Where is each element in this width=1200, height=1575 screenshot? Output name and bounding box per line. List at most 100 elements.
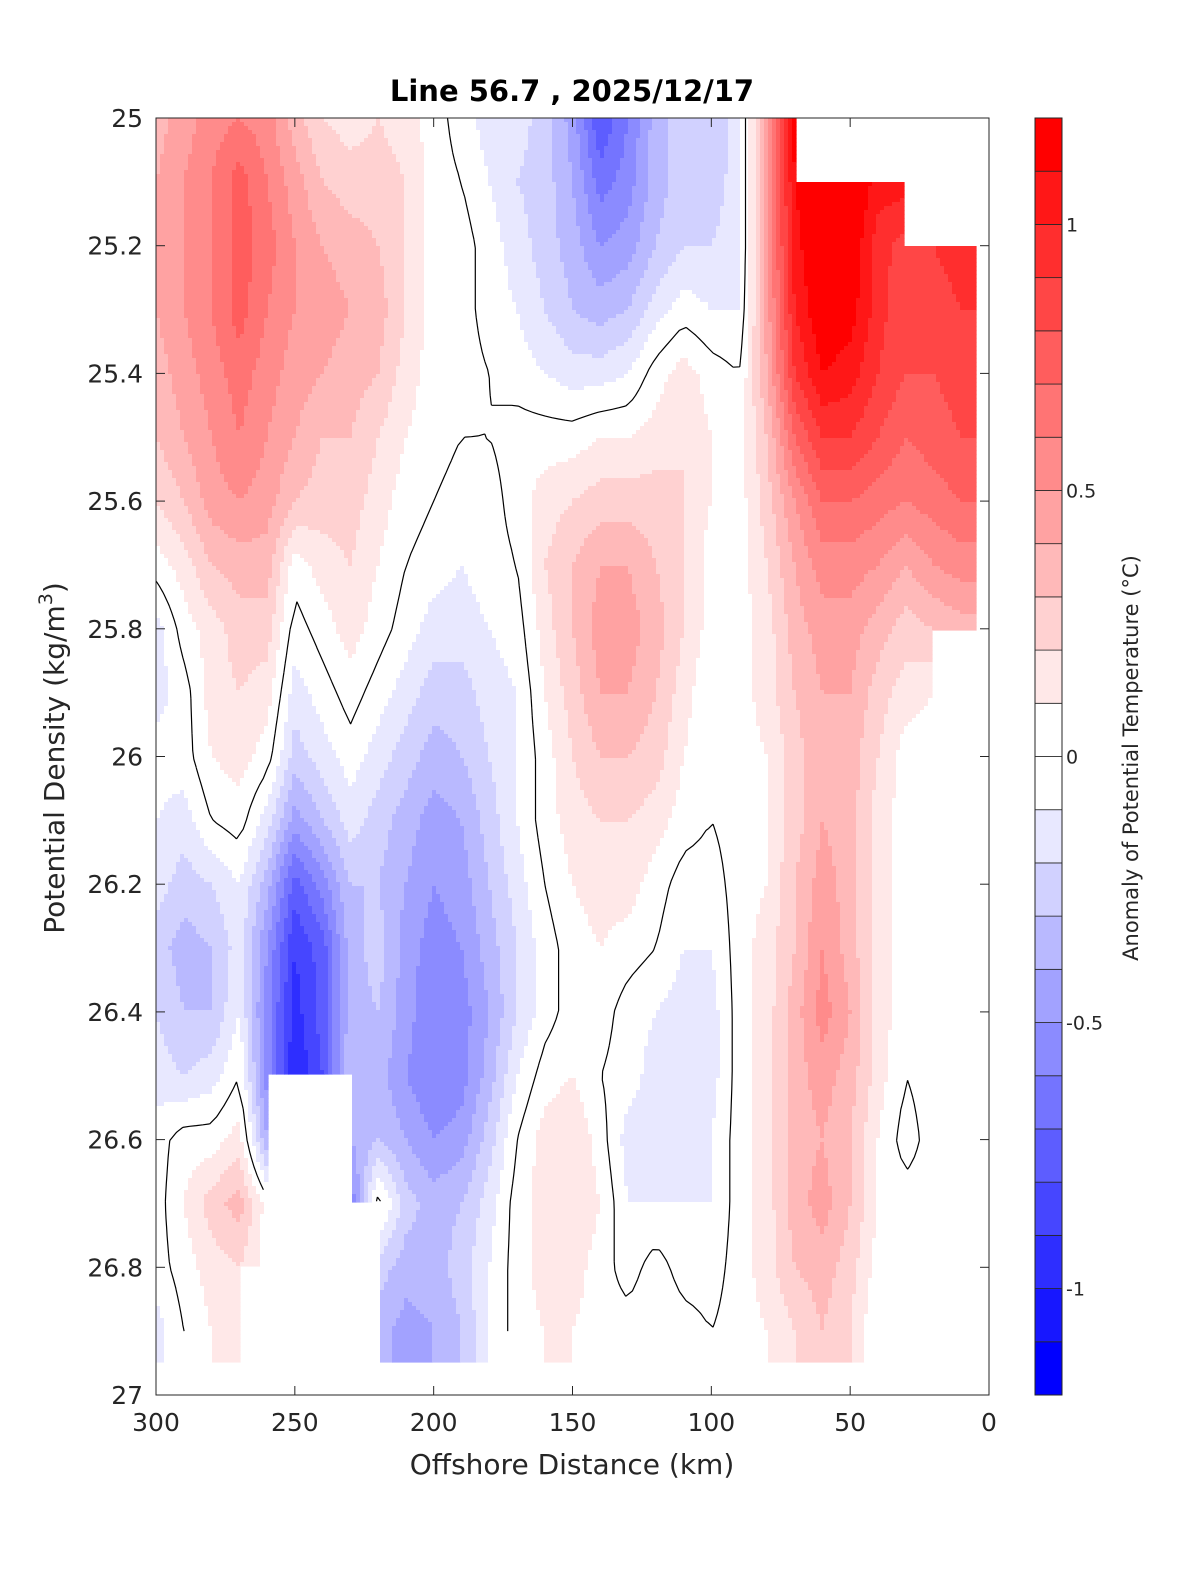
field-cell	[156, 198, 185, 203]
field-cell	[432, 726, 441, 731]
field-cell	[772, 350, 777, 355]
field-cell	[252, 246, 277, 251]
field-cell	[636, 242, 657, 247]
field-cell	[252, 270, 273, 275]
field-cell	[604, 194, 633, 199]
field-cell	[872, 822, 893, 827]
field-cell	[864, 574, 901, 579]
field-cell	[632, 302, 649, 307]
field-cell	[760, 186, 765, 191]
field-cell	[496, 646, 541, 651]
field-cell	[264, 162, 281, 167]
field-cell	[240, 686, 273, 691]
field-cell	[868, 570, 901, 575]
field-cell	[780, 490, 793, 495]
field-cell	[872, 794, 897, 799]
field-cell	[340, 634, 361, 639]
field-cell	[664, 750, 685, 755]
field-cell	[760, 222, 765, 227]
field-cell	[772, 158, 777, 163]
field-cell	[788, 634, 813, 639]
field-cell	[552, 138, 569, 143]
field-cell	[300, 738, 329, 743]
field-cell	[768, 250, 773, 255]
field-cell	[516, 762, 557, 767]
field-cell	[160, 814, 193, 819]
field-cell	[252, 478, 281, 483]
field-cell	[704, 578, 749, 583]
field-cell	[500, 838, 521, 843]
field-cell	[180, 490, 201, 495]
field-cell	[668, 122, 729, 127]
field-cell	[792, 290, 809, 295]
field-cell	[852, 434, 881, 439]
field-cell	[804, 742, 861, 747]
field-cell	[420, 826, 465, 831]
field-cell	[856, 818, 873, 823]
field-cell	[156, 326, 161, 331]
field-cell	[592, 610, 641, 615]
field-cell	[772, 490, 781, 495]
field-cell	[892, 202, 905, 207]
field-cell	[320, 446, 377, 451]
field-cell	[792, 202, 797, 207]
field-cell	[232, 318, 245, 323]
field-cell	[156, 162, 161, 167]
field-cell	[668, 374, 701, 379]
field-cell	[404, 254, 425, 259]
field-cell	[292, 774, 297, 779]
field-cell	[748, 138, 757, 143]
field-cell	[580, 782, 657, 787]
field-cell	[752, 650, 777, 655]
field-cell	[864, 630, 893, 635]
field-cell	[792, 678, 821, 683]
field-cell	[660, 582, 685, 587]
field-cell	[740, 262, 749, 267]
field-cell	[788, 126, 793, 131]
field-cell	[472, 778, 493, 783]
chart-title: Line 56.7 , 2025/12/17	[390, 74, 754, 108]
field-cell	[888, 410, 953, 415]
field-cell	[808, 550, 889, 555]
field-cell	[704, 402, 745, 407]
field-cell	[684, 622, 705, 627]
field-cell	[308, 690, 393, 695]
field-cell	[560, 814, 597, 819]
field-cell	[812, 414, 865, 419]
field-cell	[344, 642, 357, 647]
field-cell	[708, 506, 749, 511]
field-cell	[280, 578, 289, 583]
field-cell	[668, 822, 769, 827]
field-cell	[780, 134, 785, 139]
field-cell	[360, 514, 389, 519]
field-cell	[364, 622, 421, 627]
field-cell	[740, 274, 749, 279]
field-cell	[796, 374, 809, 379]
field-cell	[520, 190, 557, 195]
field-cell	[704, 542, 749, 547]
field-cell	[508, 670, 545, 675]
field-cell	[856, 834, 873, 839]
field-cell	[540, 642, 557, 647]
field-cell	[788, 118, 793, 123]
field-cell	[500, 230, 529, 235]
field-cell	[888, 318, 977, 323]
field-cell	[896, 794, 933, 799]
field-cell	[404, 726, 433, 731]
field-cell	[572, 614, 593, 619]
field-cell	[664, 618, 685, 623]
field-cell	[760, 326, 765, 331]
field-cell	[516, 178, 553, 183]
field-cell	[888, 710, 921, 715]
field-cell	[588, 798, 645, 803]
field-cell	[872, 250, 893, 255]
field-cell	[352, 422, 385, 427]
field-cell	[588, 262, 629, 267]
field-cell	[752, 598, 773, 603]
field-cell	[276, 234, 293, 239]
field-cell	[792, 338, 801, 343]
field-cell	[268, 718, 289, 723]
field-cell	[400, 798, 429, 803]
field-cell	[380, 546, 533, 551]
field-cell	[784, 178, 789, 183]
